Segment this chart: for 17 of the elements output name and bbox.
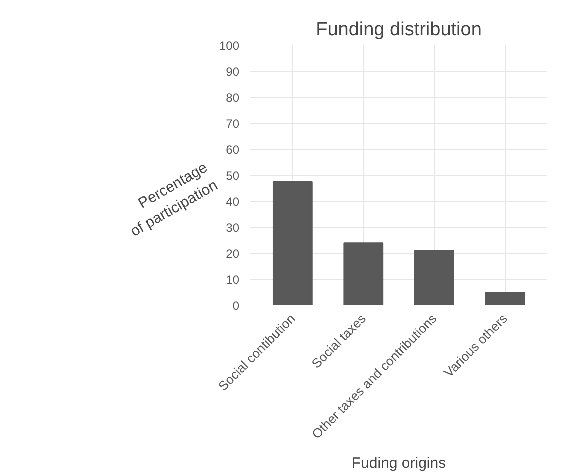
y-tick-label: 20 xyxy=(226,247,240,261)
x-axis-title: Fuding origins xyxy=(352,455,446,472)
y-tick-label: 60 xyxy=(226,143,240,157)
bar xyxy=(485,292,526,306)
bar xyxy=(272,182,313,306)
y-tick-label: 80 xyxy=(226,91,240,105)
y-tick-label: 30 xyxy=(226,221,240,235)
bar xyxy=(344,242,384,306)
chart-title: Funding distribution xyxy=(316,20,482,40)
y-tick-label: 0 xyxy=(232,299,240,313)
bar xyxy=(414,250,454,306)
y-tick-label: 40 xyxy=(226,195,240,209)
y-tick-label: 70 xyxy=(226,117,240,131)
y-tick-label: 50 xyxy=(226,169,240,183)
y-tick-label: 10 xyxy=(226,273,240,287)
y-tick-label: 90 xyxy=(226,65,240,79)
y-tick-label: 100 xyxy=(219,39,240,53)
